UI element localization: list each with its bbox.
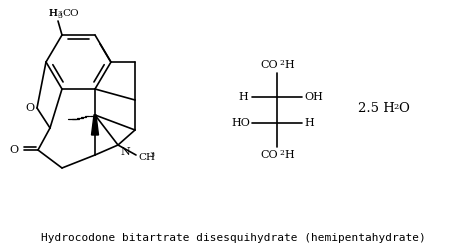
Text: H: H <box>48 9 57 18</box>
Text: CO: CO <box>62 9 78 18</box>
Text: 3: 3 <box>57 10 61 18</box>
Text: H: H <box>284 60 294 70</box>
Text: 2: 2 <box>279 59 284 67</box>
Text: OH: OH <box>304 92 323 102</box>
Text: H: H <box>304 118 314 128</box>
Text: O: O <box>10 145 19 155</box>
Text: HO: HO <box>231 118 250 128</box>
Text: H: H <box>49 9 57 18</box>
Text: 3: 3 <box>149 151 154 159</box>
Text: 2: 2 <box>279 149 284 157</box>
Text: CO: CO <box>260 150 278 160</box>
Text: Hydrocodone bitartrate disesquihydrate (hemipentahydrate): Hydrocodone bitartrate disesquihydrate (… <box>41 233 425 243</box>
Text: N: N <box>120 147 130 157</box>
Text: H: H <box>238 92 248 102</box>
Text: O: O <box>398 101 409 115</box>
Text: 3: 3 <box>57 12 62 20</box>
Text: CO: CO <box>260 60 278 70</box>
Text: CH: CH <box>138 153 155 161</box>
Text: H: H <box>284 150 294 160</box>
Text: 2: 2 <box>393 103 398 111</box>
Polygon shape <box>92 115 99 135</box>
Text: O: O <box>25 103 34 113</box>
Text: 2.5 H: 2.5 H <box>358 101 395 115</box>
